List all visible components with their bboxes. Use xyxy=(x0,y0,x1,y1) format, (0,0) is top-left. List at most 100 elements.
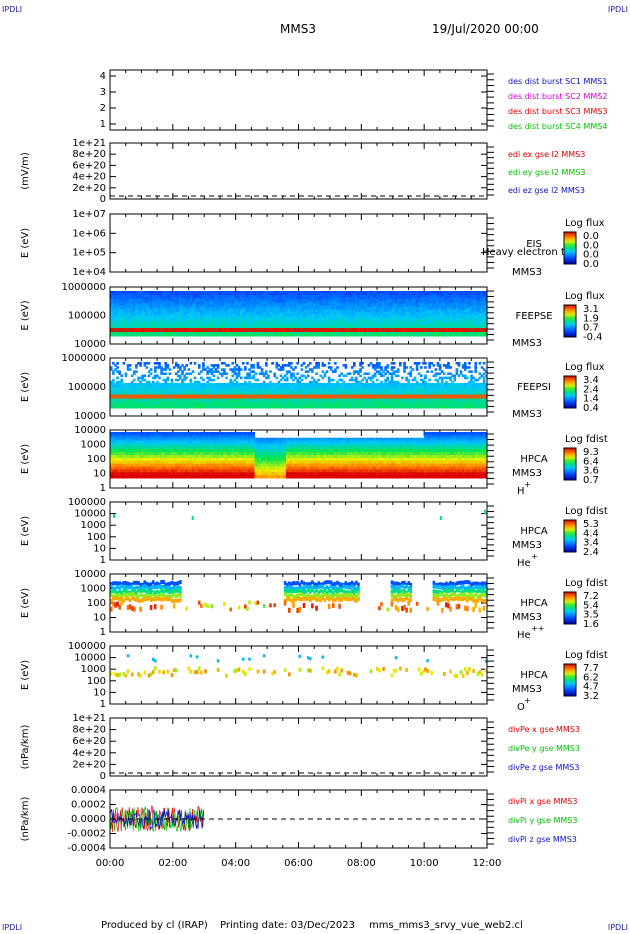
heatmap-cell xyxy=(273,301,276,304)
heatmap-cell xyxy=(202,328,205,333)
heatmap-cell xyxy=(388,333,392,337)
heatmap-cell xyxy=(392,307,396,310)
heatmap-cell xyxy=(139,299,142,302)
heatmap-cell xyxy=(409,303,413,306)
heatmap-cell xyxy=(130,385,134,388)
heatmap-cell xyxy=(137,387,140,390)
heatmap-cell xyxy=(378,309,381,312)
heatmap-cell xyxy=(311,325,314,329)
heatmap-cell xyxy=(390,309,394,312)
heatmap-cell xyxy=(145,315,149,319)
heatmap-cell xyxy=(147,303,151,306)
heatmap-cell xyxy=(172,291,176,294)
heatmap-cell xyxy=(208,317,212,321)
heatmap-cell xyxy=(285,315,289,319)
heatmap-cell xyxy=(114,325,117,329)
heatmap-cell xyxy=(424,315,427,319)
heatmap-cell xyxy=(189,333,193,337)
heatmap-cell xyxy=(231,333,235,337)
heatmap-cell xyxy=(179,321,182,325)
heatmap-cell xyxy=(455,299,459,302)
heatmap-cell xyxy=(162,401,165,405)
heatmap-cell xyxy=(484,319,488,323)
heatmap-cell xyxy=(373,319,377,323)
heatmap-cell xyxy=(122,362,126,365)
heatmap-cell xyxy=(359,323,362,327)
heatmap-cell xyxy=(432,309,436,312)
heatmap-cell xyxy=(440,325,444,329)
heatmap-cell xyxy=(403,297,406,300)
heatmap-cell xyxy=(300,303,304,306)
heatmap-cell xyxy=(394,295,398,298)
heatmap-cell xyxy=(110,397,113,401)
heatmap-cell xyxy=(197,321,201,325)
heatmap-cell xyxy=(407,321,411,325)
heatmap-cell xyxy=(141,391,145,394)
heatmap-cell xyxy=(162,399,165,403)
heatmap-cell xyxy=(342,303,346,306)
heatmap-cell xyxy=(214,333,218,337)
heatmap-cell xyxy=(212,293,216,296)
heatmap-cell xyxy=(151,399,155,403)
heatmap-cell xyxy=(189,303,193,306)
heatmap-cell xyxy=(114,389,117,392)
heatmap-cell xyxy=(141,387,145,390)
heatmap-cell xyxy=(133,394,136,399)
heatmap-cell xyxy=(468,297,471,300)
heatmap-cell xyxy=(145,380,149,384)
heatmap-cell xyxy=(346,325,350,329)
heatmap-cell xyxy=(417,319,421,323)
heatmap-cell xyxy=(336,297,339,300)
heatmap-cell xyxy=(195,303,199,306)
heatmap-cell xyxy=(463,295,467,298)
heatmap-cell xyxy=(476,317,480,321)
heatmap-cell xyxy=(428,295,431,298)
heatmap-cell xyxy=(153,293,157,296)
y-tick-label: 0 xyxy=(100,194,106,205)
heatmap-cell xyxy=(298,323,302,327)
heatmap-cell xyxy=(321,307,325,310)
heatmap-cell xyxy=(390,317,394,321)
heatmap-cell xyxy=(298,291,302,294)
heatmap-cell xyxy=(480,303,484,306)
heatmap-cell xyxy=(388,328,392,333)
heatmap-cell xyxy=(120,301,124,304)
heatmap-cell xyxy=(156,391,159,394)
heatmap-cell xyxy=(112,291,115,294)
heatmap-cell xyxy=(262,303,266,306)
heatmap-cell xyxy=(133,328,136,333)
heatmap-cell xyxy=(396,307,400,310)
heatmap-cell xyxy=(352,313,356,317)
heatmap-cell xyxy=(116,403,119,407)
heatmap-cell xyxy=(373,325,377,329)
heatmap-cell xyxy=(365,297,369,300)
heatmap-cell xyxy=(453,311,457,314)
heatmap-cell xyxy=(480,325,484,329)
heatmap-cell xyxy=(160,387,163,390)
heatmap-cell xyxy=(181,311,184,314)
heatmap-cell xyxy=(455,303,459,306)
heatmap-cell xyxy=(250,291,253,294)
heatmap-cell xyxy=(399,297,402,300)
heatmap-cell xyxy=(153,389,157,392)
heatmap-cell xyxy=(422,301,425,304)
heatmap-cell xyxy=(210,291,214,294)
heatmap-cell xyxy=(151,333,155,337)
heatmap-cell xyxy=(145,328,149,333)
heatmap-cell xyxy=(254,328,258,333)
corner-label: IPDLI xyxy=(607,923,628,932)
heatmap-cell xyxy=(317,297,320,300)
heatmap-cell xyxy=(216,307,220,310)
heatmap-cell xyxy=(290,307,293,310)
heatmap-cell xyxy=(110,380,113,384)
heatmap-cell xyxy=(422,317,425,321)
heatmap-cell xyxy=(457,333,461,337)
heatmap-cell xyxy=(369,317,373,321)
heatmap-cell xyxy=(264,325,268,329)
heatmap-cell xyxy=(147,323,151,327)
heatmap-cell xyxy=(210,301,214,304)
heatmap-cell xyxy=(319,325,323,329)
heatmap-cell xyxy=(189,291,193,294)
heatmap-cell xyxy=(216,295,220,298)
heatmap-cell xyxy=(346,309,350,312)
